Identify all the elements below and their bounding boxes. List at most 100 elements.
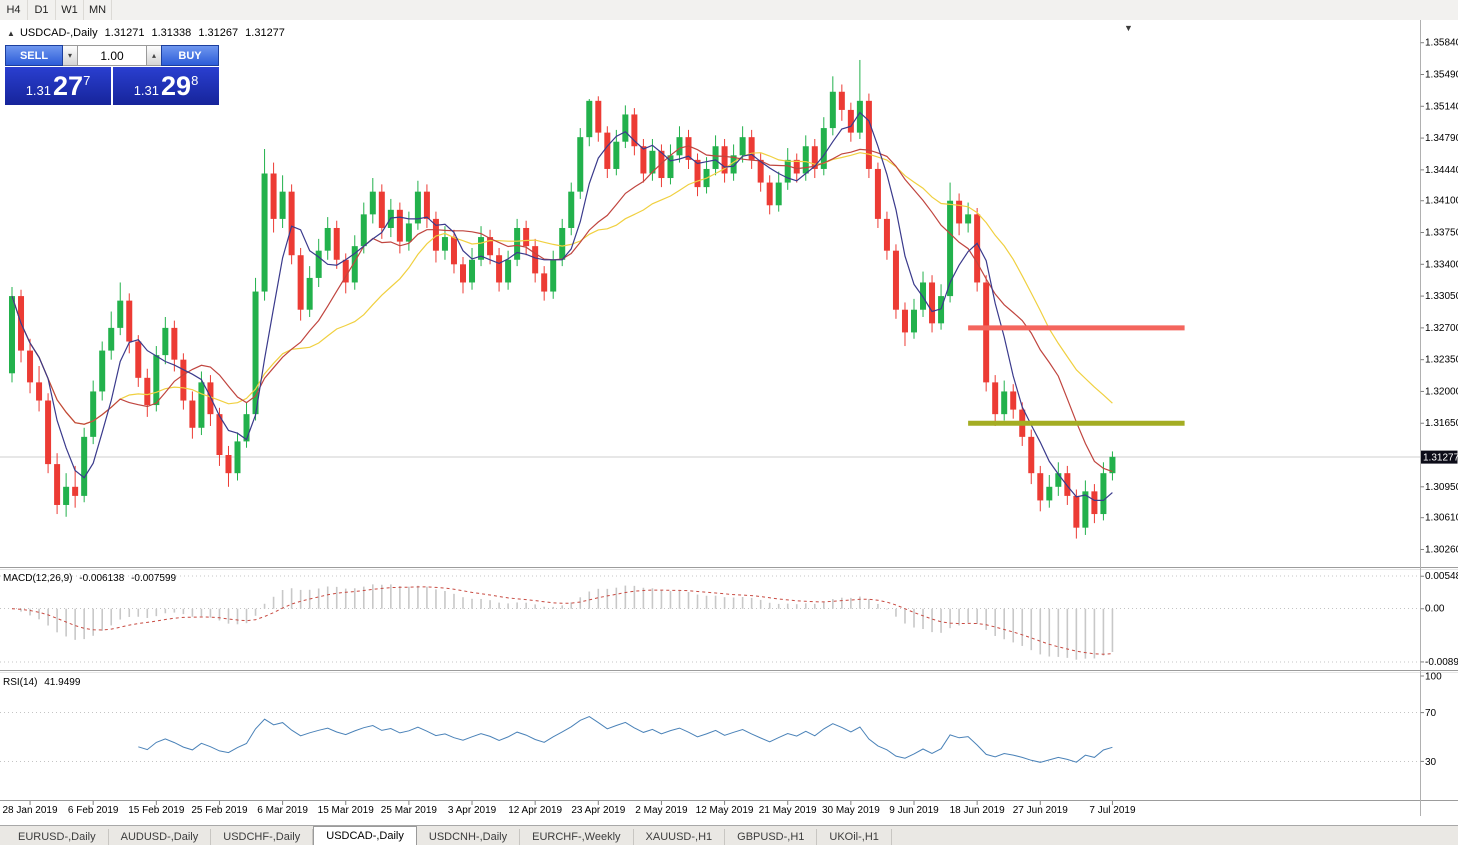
svg-text:12 Apr 2019: 12 Apr 2019: [508, 805, 562, 816]
chart-tabs-bar: EURUSD-,Daily AUDUSD-,Daily USDCHF-,Daily U…: [0, 825, 1458, 845]
sell-price-point: 7: [83, 73, 91, 88]
svg-text:3 Apr 2019: 3 Apr 2019: [448, 805, 497, 816]
tab-usdcnh-daily[interactable]: USDCNH-,Daily: [417, 829, 521, 845]
svg-text:100: 100: [1425, 672, 1442, 683]
svg-text:1.32700: 1.32700: [1425, 323, 1458, 334]
tab-audusd-daily[interactable]: AUDUSD-,Daily: [109, 829, 212, 845]
timeframe-button-h4[interactable]: H4: [0, 0, 28, 20]
ohlc-open: 1.31271: [104, 27, 145, 39]
timeframe-button-mn[interactable]: MN: [84, 0, 112, 20]
spinner-up-icon: ▴: [151, 51, 156, 60]
svg-text:70: 70: [1425, 708, 1437, 719]
svg-text:1.32350: 1.32350: [1425, 355, 1458, 366]
ma-fast-line: [11, 111, 1113, 501]
volume-decrease-button[interactable]: ▾: [63, 45, 77, 66]
volume-increase-button[interactable]: ▴: [147, 45, 161, 66]
tab-ukoil-h1[interactable]: UKOil-,H1: [817, 829, 892, 845]
svg-text:1.34440: 1.34440: [1425, 165, 1458, 176]
current-price-badge-value: 1.31277: [1423, 453, 1458, 464]
macd-name: MACD(12,26,9): [3, 573, 73, 584]
svg-text:1.32000: 1.32000: [1425, 386, 1458, 397]
sell-price-figure: 1.31: [25, 82, 52, 98]
spinner-down-icon: ▾: [67, 51, 72, 60]
chart-title: ▲ USDCAD-,Daily 1.31271 1.31338 1.31267 …: [7, 27, 289, 39]
timeframe-toolbar: H4 D1 W1 MN: [0, 0, 1458, 21]
tab-gbpusd-h1[interactable]: GBPUSD-,H1: [725, 829, 818, 845]
svg-text:1.30950: 1.30950: [1425, 482, 1458, 493]
tab-usdcad-daily[interactable]: USDCAD-,Daily: [313, 826, 417, 845]
rsi-line: [138, 716, 1113, 763]
svg-text:1.34790: 1.34790: [1425, 133, 1458, 144]
ohlc-close: 1.31277: [245, 27, 285, 39]
svg-text:15 Mar 2019: 15 Mar 2019: [318, 805, 375, 816]
svg-text:9 Jun 2019: 9 Jun 2019: [889, 805, 939, 816]
svg-text:-0.008977: -0.008977: [1425, 657, 1458, 668]
svg-text:1.33050: 1.33050: [1425, 291, 1458, 302]
svg-text:30: 30: [1425, 757, 1437, 768]
sell-price-pips: 27: [53, 70, 84, 101]
indicator-grid: [0, 575, 1420, 762]
svg-text:0.005484: 0.005484: [1425, 571, 1458, 582]
sell-button[interactable]: SELL: [5, 45, 63, 66]
buy-button[interactable]: BUY: [161, 45, 219, 66]
tab-xauusd-h1[interactable]: XAUUSD-,H1: [634, 829, 726, 845]
trade-controls-row: SELL ▾ ▴ BUY: [5, 45, 219, 66]
rsi-name: RSI(14): [3, 677, 38, 688]
timeframe-button-w1[interactable]: W1: [56, 0, 84, 20]
price-axis: 1.35840 1.35490 1.35140 1.34790 1.34440 1.341…: [1420, 38, 1458, 555]
svg-text:23 Apr 2019: 23 Apr 2019: [571, 805, 625, 816]
sell-price-display[interactable]: 1.31 27 7: [5, 67, 111, 105]
candlestick-series: [9, 59, 1116, 539]
macd-main-value: -0.006138: [79, 573, 125, 584]
ohlc-high: 1.31338: [151, 27, 192, 39]
svg-text:15 Feb 2019: 15 Feb 2019: [128, 805, 185, 816]
chart-background: [0, 20, 1458, 826]
svg-text:1.34100: 1.34100: [1425, 196, 1458, 207]
svg-text:7 Jul 2019: 7 Jul 2019: [1089, 805, 1136, 816]
trade-prices-row: 1.31 27 7 1.31 29 8: [5, 67, 219, 105]
svg-text:21 May 2019: 21 May 2019: [759, 805, 817, 816]
svg-text:1.35490: 1.35490: [1425, 70, 1458, 81]
chart-symbol-label: USDCAD-,Daily: [19, 27, 98, 39]
buy-price-display[interactable]: 1.31 29 8: [113, 67, 219, 105]
svg-text:1.30260: 1.30260: [1425, 544, 1458, 555]
one-click-trading-panel: SELL ▾ ▴ BUY 1.31 27 7 1.31 29 8: [5, 45, 219, 105]
rsi-value: 41.9499: [44, 677, 81, 688]
macd-indicator-label: MACD(12,26,9) -0.006138 -0.007599: [3, 573, 180, 584]
svg-text:30 May 2019: 30 May 2019: [822, 805, 880, 816]
buy-price-pips: 29: [161, 70, 192, 101]
tab-usdchf-daily[interactable]: USDCHF-,Daily: [211, 829, 314, 845]
svg-text:0.00: 0.00: [1425, 604, 1445, 615]
svg-text:1.33400: 1.33400: [1425, 259, 1458, 270]
volume-input[interactable]: [77, 45, 147, 66]
svg-text:12 May 2019: 12 May 2019: [696, 805, 754, 816]
panel-separators[interactable]: [0, 567, 1458, 801]
macd-signal-line: [11, 586, 1113, 655]
ohlc-low: 1.31267: [198, 27, 239, 39]
svg-text:25 Mar 2019: 25 Mar 2019: [381, 805, 438, 816]
macd-signal-value: -0.007599: [131, 573, 177, 584]
tab-eurchf-weekly[interactable]: EURCHF-,Weekly: [520, 829, 634, 845]
svg-text:1.35140: 1.35140: [1425, 101, 1458, 112]
current-price-badge: [1421, 450, 1458, 464]
tab-eurusd-daily[interactable]: EURUSD-,Daily: [6, 829, 109, 845]
svg-text:2 May 2019: 2 May 2019: [635, 805, 688, 816]
svg-text:6 Feb 2019: 6 Feb 2019: [68, 805, 119, 816]
chart-canvas[interactable]: 1.35840 1.35490 1.35140 1.34790 1.34440 1.341…: [0, 20, 1458, 826]
chart-icon: ▲: [7, 29, 15, 38]
svg-text:1.33750: 1.33750: [1425, 228, 1458, 239]
svg-text:1.35840: 1.35840: [1425, 38, 1458, 49]
date-axis: 28 Jan 2019 6 Feb 2019 15 Feb 2019 25 Feb 2…: [3, 801, 1136, 816]
buy-price-figure: 1.31: [133, 82, 160, 98]
rsi-indicator-label: RSI(14) 41.9499: [3, 677, 84, 688]
svg-text:25 Feb 2019: 25 Feb 2019: [191, 805, 248, 816]
svg-text:18 Jun 2019: 18 Jun 2019: [950, 805, 1005, 816]
svg-text:27 Jun 2019: 27 Jun 2019: [1013, 805, 1068, 816]
chart-shift-marker-icon: ▼: [1124, 23, 1133, 33]
svg-text:1.31650: 1.31650: [1425, 418, 1458, 429]
timeframe-button-d1[interactable]: D1: [28, 0, 56, 20]
buy-price-point: 8: [191, 73, 199, 88]
svg-text:6 Mar 2019: 6 Mar 2019: [257, 805, 308, 816]
svg-text:1.30610: 1.30610: [1425, 513, 1458, 524]
